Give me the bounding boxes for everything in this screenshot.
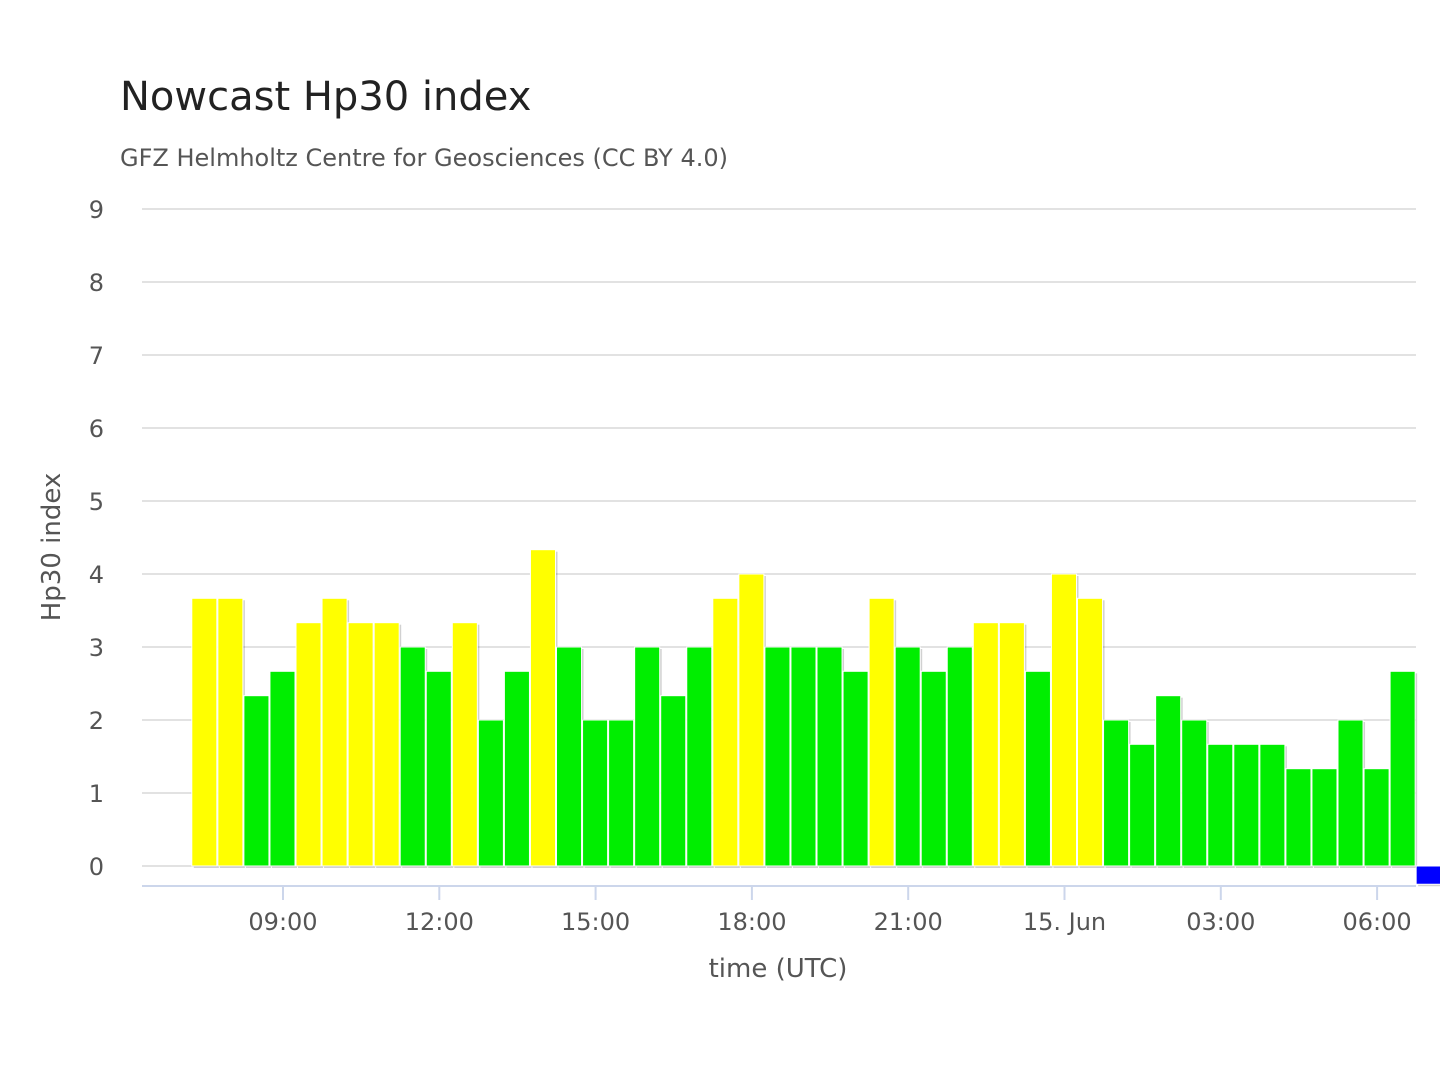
bar xyxy=(998,622,1025,867)
bar xyxy=(399,646,426,867)
y-tick-label: 0 xyxy=(89,853,104,881)
y-tick-label: 6 xyxy=(89,415,104,443)
bar xyxy=(608,719,635,867)
bar xyxy=(321,597,348,867)
bar xyxy=(425,670,452,867)
y-tick-label: 2 xyxy=(89,707,104,735)
bar xyxy=(503,670,530,867)
bar xyxy=(1181,719,1208,867)
bar xyxy=(1155,695,1182,867)
bar xyxy=(634,646,661,867)
bar xyxy=(1363,768,1390,867)
y-tick-label: 7 xyxy=(89,342,104,370)
x-tick-label: 18:00 xyxy=(717,908,786,936)
bar xyxy=(556,646,583,867)
bar xyxy=(1233,743,1260,867)
bar xyxy=(295,622,322,867)
bar xyxy=(1259,743,1286,867)
bar xyxy=(738,573,765,867)
bar xyxy=(582,719,609,867)
bar xyxy=(451,622,478,867)
bar xyxy=(1389,670,1416,867)
bar xyxy=(347,622,374,867)
bar xyxy=(1207,743,1234,867)
bar xyxy=(1285,768,1312,867)
x-axis: 09:00 12:00 15:00 18:00 21:00 15. Jun 03:00 06:… xyxy=(142,885,1416,936)
x-tick-label: 09:00 xyxy=(248,908,317,936)
bar xyxy=(243,695,270,867)
x-tick-label: 15. Jun xyxy=(1023,908,1106,936)
y-tick-label: 1 xyxy=(89,780,104,808)
bar xyxy=(217,597,244,867)
bar xyxy=(686,646,713,867)
x-tick-label: 03:00 xyxy=(1186,908,1255,936)
bar xyxy=(477,719,504,867)
x-tick-label: 21:00 xyxy=(874,908,943,936)
bar xyxy=(1129,743,1156,867)
bar xyxy=(816,646,843,867)
bar xyxy=(660,695,687,867)
bar xyxy=(868,597,895,867)
bar xyxy=(373,622,400,867)
y-tick-label: 5 xyxy=(89,488,104,516)
bar xyxy=(894,646,921,867)
bar xyxy=(1415,865,1440,885)
y-axis-title: Hp30 index xyxy=(37,473,67,622)
bar xyxy=(269,670,296,867)
x-tick-label: 06:00 xyxy=(1343,908,1412,936)
bar xyxy=(764,646,791,867)
bar xyxy=(1050,573,1077,867)
bar xyxy=(842,670,869,867)
bar xyxy=(191,597,218,867)
bar xyxy=(1077,597,1104,867)
bar xyxy=(712,597,739,867)
y-axis-ticks: 0 1 2 3 4 5 6 7 8 9 xyxy=(89,196,104,881)
bar xyxy=(1311,768,1338,867)
x-axis-title: time (UTC) xyxy=(709,954,848,984)
chart-subtitle: GFZ Helmholtz Centre for Geosciences (CC… xyxy=(120,144,729,172)
y-tick-label: 3 xyxy=(89,634,104,662)
x-tick-label: 15:00 xyxy=(561,908,630,936)
chart-title: Nowcast Hp30 index xyxy=(120,74,532,120)
bars xyxy=(191,549,1440,887)
y-tick-label: 9 xyxy=(89,196,104,224)
bar xyxy=(1024,670,1051,867)
bar xyxy=(790,646,817,867)
y-tick-label: 4 xyxy=(89,561,104,589)
bar xyxy=(529,549,557,867)
bar xyxy=(972,622,999,867)
bar xyxy=(1103,719,1130,867)
bar xyxy=(1337,719,1364,867)
y-tick-label: 8 xyxy=(89,269,104,297)
bar xyxy=(920,670,947,867)
bar xyxy=(946,646,973,867)
x-tick-label: 12:00 xyxy=(405,908,474,936)
